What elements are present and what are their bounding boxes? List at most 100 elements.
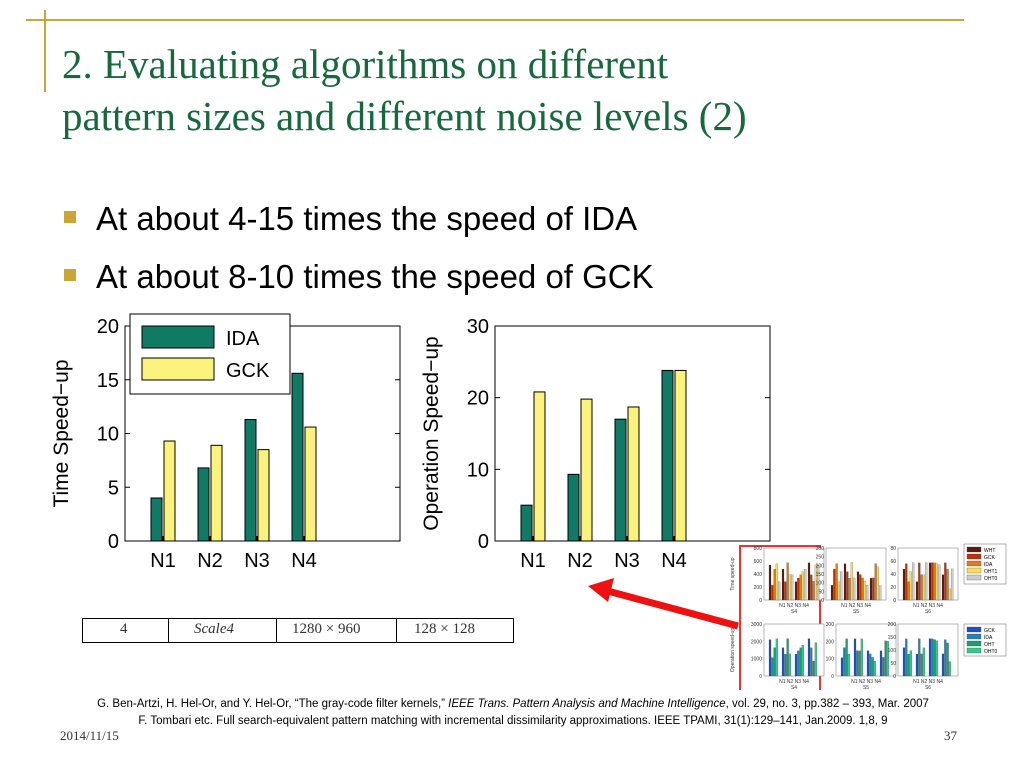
title-line-1: 2. Evaluating algorithms on different bbox=[62, 41, 669, 87]
table-cell: Scale4 bbox=[194, 621, 234, 637]
thumb-bar bbox=[946, 642, 949, 677]
thumb-bar bbox=[920, 574, 923, 601]
gck-bar bbox=[257, 449, 270, 542]
thumb-bar bbox=[907, 654, 910, 677]
thumb-bar bbox=[869, 653, 872, 677]
thumb-bar bbox=[860, 638, 863, 677]
y-tick-label: 10 bbox=[467, 459, 489, 481]
reference-2: F. Tombari etc. Full search-equivalent p… bbox=[18, 713, 1008, 730]
table-top-rule bbox=[82, 618, 514, 619]
thumb-tick-label: 50 bbox=[818, 589, 824, 595]
thumb-bar bbox=[794, 581, 798, 601]
legend-swatch bbox=[141, 325, 215, 349]
thumb-bar bbox=[810, 574, 813, 601]
thumb-bar bbox=[882, 657, 885, 677]
thumb-bar bbox=[840, 657, 844, 677]
gck-bar bbox=[304, 426, 317, 542]
thumb-legend-swatch bbox=[966, 560, 982, 567]
thumb-bar bbox=[846, 571, 849, 601]
thumb-tick-label: 0 bbox=[893, 598, 896, 604]
y-tick-label: 0 bbox=[478, 531, 489, 553]
bullet-text: At about 4-15 times the speed of IDA bbox=[96, 200, 638, 237]
reference-text: G. Ben-Artzi, H. Hel-Or, and Y. Hel-Or, … bbox=[97, 698, 449, 710]
thumb-bar bbox=[788, 653, 792, 677]
thumb-bar bbox=[807, 638, 811, 677]
square-bullet-icon bbox=[64, 269, 76, 282]
thumb-bar bbox=[920, 653, 923, 677]
y-tick-label: 5 bbox=[108, 477, 119, 499]
thumb-bar bbox=[781, 568, 785, 601]
thumb-bar bbox=[799, 574, 802, 601]
x-tick-label: N3 bbox=[244, 550, 270, 572]
thumb-bar bbox=[812, 660, 815, 677]
thumb-bar bbox=[872, 577, 875, 601]
thumb-panel-label: S6 bbox=[925, 685, 931, 690]
thumb-bar bbox=[775, 563, 779, 601]
frame-horizontal-line bbox=[26, 19, 964, 21]
thumb-bar bbox=[915, 581, 919, 601]
x-tick-label: N2 bbox=[197, 550, 223, 572]
thumb-bar bbox=[938, 564, 941, 601]
arrow-head bbox=[588, 578, 614, 602]
y-tick-label: 20 bbox=[97, 316, 119, 338]
thumb-tick-label: 60 bbox=[890, 559, 896, 565]
legend-label: GCK bbox=[226, 360, 270, 382]
thumb-tick-label: 3000 bbox=[751, 622, 762, 628]
thumb-bar bbox=[905, 638, 908, 677]
square-bullet-icon bbox=[64, 211, 76, 224]
thumb-bar bbox=[933, 562, 936, 601]
thumb-bar bbox=[866, 650, 870, 677]
thumb-bar bbox=[786, 638, 789, 677]
thumb-bar bbox=[786, 562, 789, 601]
gck-bar bbox=[533, 391, 546, 542]
thumb-tick-label: 20 bbox=[890, 585, 896, 591]
thumb-bar bbox=[909, 571, 912, 601]
thumb-tick-label: 400 bbox=[754, 572, 763, 578]
thumb-bar bbox=[794, 654, 798, 677]
thumb-bar bbox=[863, 581, 866, 601]
thumb-bar bbox=[861, 577, 864, 601]
thumb-bar bbox=[845, 638, 848, 677]
page-number: 37 bbox=[944, 728, 957, 743]
thumb-x-labels: N1 N2 N3 N4 bbox=[913, 603, 943, 609]
thumb-bar bbox=[814, 642, 818, 677]
thumb-legend-swatch bbox=[966, 553, 982, 560]
bullet-item: At about 4-15 times the speed of IDA bbox=[64, 190, 654, 248]
ida-bar bbox=[614, 418, 627, 542]
footer-date: 2014/11/15 bbox=[60, 728, 119, 743]
ida-bar bbox=[661, 369, 674, 542]
thumb-legend-label: GCK bbox=[984, 628, 996, 634]
thumb-bar bbox=[856, 571, 860, 601]
bullet-text: At about 8-10 times the speed of GCK bbox=[96, 258, 654, 295]
thumb-x-labels: N1 N2 N3 N4 bbox=[779, 603, 809, 609]
thumb-bar bbox=[909, 650, 912, 677]
references: G. Ben-Artzi, H. Hel-Or, and Y. Hel-Or, … bbox=[18, 696, 1008, 730]
thumb-bar bbox=[807, 562, 811, 601]
ida-bar bbox=[567, 473, 580, 542]
ida-bar bbox=[197, 467, 210, 542]
gck-bar bbox=[210, 444, 223, 542]
thumb-bar bbox=[797, 650, 800, 677]
ida-bar bbox=[244, 419, 257, 542]
table-divider bbox=[513, 618, 514, 643]
thumb-tick-label: 100 bbox=[888, 648, 897, 654]
table-divider bbox=[396, 618, 397, 643]
frame-vertical-line bbox=[44, 10, 46, 92]
thumb-tick-label: 150 bbox=[816, 572, 825, 578]
thumb-bar bbox=[918, 562, 921, 601]
thumb-x-labels: N1 N2 N3 N4 bbox=[841, 603, 871, 609]
thumb-legend-swatch bbox=[966, 633, 982, 640]
thumb-bar bbox=[874, 563, 877, 601]
thumb-y-label: Operation speed-up bbox=[730, 628, 736, 672]
thumb-tick-label: 200 bbox=[754, 585, 763, 591]
thumb-legend-swatch bbox=[966, 574, 982, 581]
gck-bar bbox=[627, 406, 640, 542]
thumb-tick-label: 0 bbox=[821, 598, 824, 604]
thumb-bar bbox=[931, 638, 934, 677]
thumb-tick-label: 300 bbox=[826, 622, 835, 628]
thumb-panel-label: S4 bbox=[791, 685, 797, 690]
y-tick-label: 10 bbox=[97, 424, 119, 446]
thumb-tick-label: 0 bbox=[831, 674, 834, 680]
thumb-tick-label: 40 bbox=[890, 572, 896, 578]
